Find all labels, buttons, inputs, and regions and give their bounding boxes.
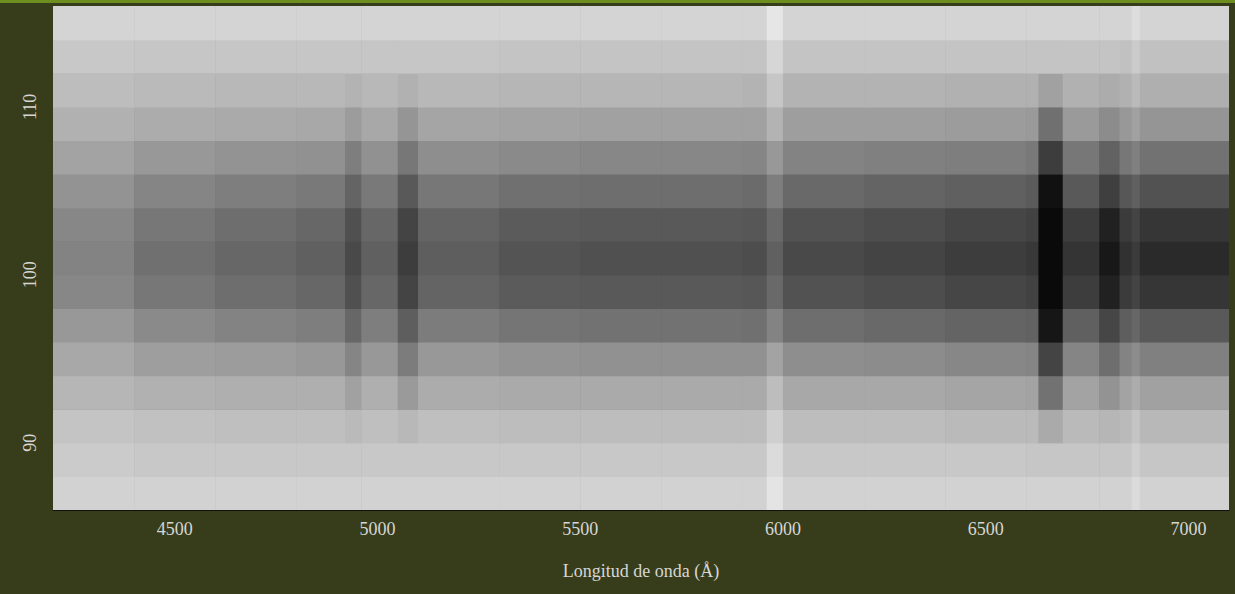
svg-text:5500: 5500 <box>562 519 598 539</box>
svg-text:Longitud de onda (Å): Longitud de onda (Å) <box>563 561 719 582</box>
svg-text:110: 110 <box>20 94 40 120</box>
svg-text:90: 90 <box>20 434 40 452</box>
svg-text:6000: 6000 <box>765 519 801 539</box>
svg-text:5000: 5000 <box>359 519 395 539</box>
svg-text:100: 100 <box>20 261 40 288</box>
svg-text:6500: 6500 <box>968 519 1004 539</box>
svg-text:7000: 7000 <box>1170 519 1206 539</box>
svg-text:4500: 4500 <box>157 519 193 539</box>
